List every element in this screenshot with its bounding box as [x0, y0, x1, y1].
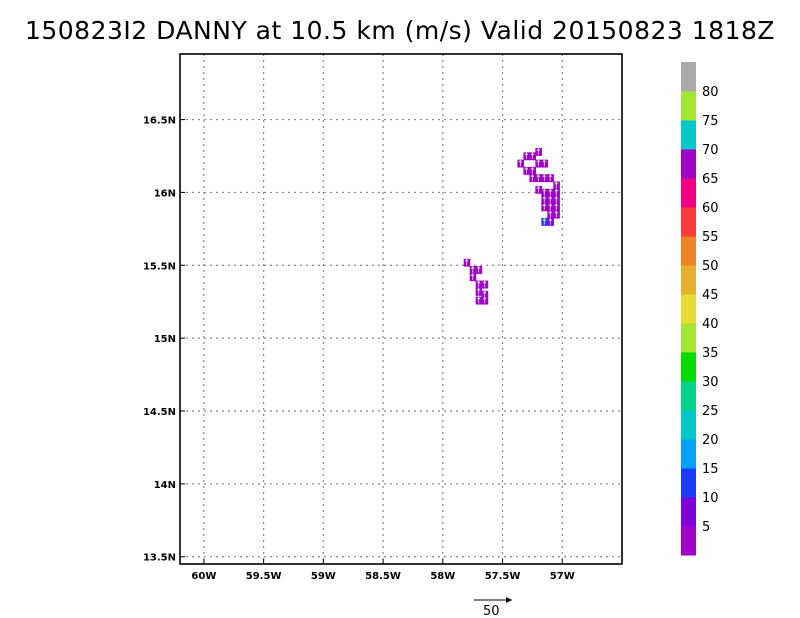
y-tick-label: 16N: [154, 188, 176, 199]
reference-vector-label: 50: [483, 604, 500, 618]
wind-arrow-head: [554, 203, 559, 206]
wind-arrow-head: [476, 287, 481, 291]
y-tick-label: 15N: [154, 334, 176, 345]
colorbar-swatch: [681, 439, 696, 469]
colorbar-swatch: [681, 323, 696, 353]
y-tick-label: 16.5N: [143, 116, 176, 127]
wind-arrow-head: [536, 159, 541, 163]
colorbar-swatch: [681, 207, 696, 237]
colorbar-label: 65: [702, 172, 719, 187]
colorbar-label: 45: [702, 288, 719, 303]
wind-arrow-head: [542, 159, 547, 163]
colorbar-label: 15: [702, 462, 719, 477]
wind-arrow-head: [482, 280, 487, 284]
wind-arrow-head: [524, 152, 529, 155]
x-tick-label: 58W: [430, 571, 455, 582]
wind-arrow-head: [464, 258, 469, 262]
wind-arrow-head: [482, 290, 487, 294]
x-tick-label: 57.5W: [485, 571, 521, 582]
wind-arrow-head: [542, 173, 547, 177]
wind-arrow-head: [482, 296, 487, 300]
wind-vectors: [464, 147, 559, 304]
wind-arrow-head: [554, 181, 559, 185]
colorbar-label: 5: [702, 520, 710, 535]
colorbar-label: 55: [702, 230, 719, 245]
colorbar-swatch: [681, 91, 696, 121]
x-tick-label: 59W: [311, 571, 336, 582]
colorbar-swatch: [681, 149, 696, 179]
axis-ticks: 60W 59.5W 59W 58.5W 58W 57.5W 57W 13.5N 14N 14.5N…: [143, 116, 575, 582]
wind-arrow-head: [518, 159, 523, 163]
colorbar-label: 30: [702, 375, 719, 390]
colorbar-swatch: [681, 120, 696, 150]
y-tick-label: 15.5N: [143, 261, 176, 272]
wind-arrow-head: [548, 173, 553, 177]
wind-arrow-head: [554, 195, 559, 199]
wind-arrow-head: [536, 147, 541, 151]
wind-arrow-head: [530, 166, 535, 170]
colorbar-label: 50: [702, 259, 719, 274]
colorbar-swatch: [681, 526, 696, 556]
wind-arrow-head: [548, 203, 553, 206]
wind-arrow-head: [530, 173, 535, 177]
colorbar-swatch: [681, 410, 696, 440]
wind-arrow-head: [476, 296, 481, 300]
colorbar-swatch: [681, 468, 696, 498]
colorbar-label: 70: [702, 143, 719, 158]
colorbar-label: 40: [702, 317, 719, 332]
wind-arrow-head: [476, 280, 481, 284]
wind-arrow-head: [548, 217, 553, 221]
x-tick-label: 57W: [550, 571, 575, 582]
y-tick-label: 14.5N: [143, 407, 176, 418]
wind-arrow-head: [542, 203, 547, 206]
colorbar-swatch: [681, 62, 696, 92]
wind-arrow-head: [542, 217, 547, 221]
colorbar-label: 75: [702, 114, 719, 129]
y-tick-label: 13.5N: [143, 553, 176, 564]
colorbar-swatch: [681, 178, 696, 208]
wind-arrow-head: [476, 265, 481, 269]
colorbar-swatch: [681, 265, 696, 295]
reference-vector: 50: [474, 597, 512, 618]
colorbar-label: 25: [702, 404, 719, 419]
wind-arrow-head: [470, 272, 475, 276]
colorbar-label: 60: [702, 201, 719, 216]
colorbar-swatch: [681, 497, 696, 527]
wind-arrow-head: [524, 166, 529, 170]
x-tick-label: 58.5W: [365, 571, 401, 582]
grid-layer: [180, 54, 622, 564]
x-tick-label: 59.5W: [246, 571, 282, 582]
colorbar-swatch: [681, 236, 696, 266]
wind-arrow-head: [530, 152, 535, 155]
wind-arrow-head: [548, 195, 553, 199]
y-tick-label: 14N: [154, 480, 176, 491]
wind-arrow-head: [536, 185, 541, 189]
wind-arrow-head: [554, 210, 559, 214]
chart-title: 150823I2 DANNY at 10.5 km (m/s) Valid 20…: [24, 16, 776, 45]
x-tick-label: 60W: [191, 571, 216, 582]
colorbar-label: 80: [702, 85, 719, 100]
wind-arrow-head: [470, 265, 475, 269]
wind-arrow-head: [548, 210, 553, 214]
plot-frame: [179, 53, 623, 565]
wind-arrow-head: [536, 173, 541, 177]
colorbar-swatch: [681, 352, 696, 382]
wind-arrow-head: [548, 188, 553, 192]
colorbar: 5 10 15 20 25 30 35 40 45 50 55 60 65 70 75 80: [681, 62, 719, 556]
wind-arrow-head: [542, 195, 547, 199]
wind-arrow-head: [554, 188, 559, 192]
reference-vector-head: [506, 597, 512, 603]
colorbar-label: 35: [702, 346, 719, 361]
colorbar-label: 10: [702, 491, 719, 506]
colorbar-swatch: [681, 294, 696, 324]
colorbar-label: 20: [702, 433, 719, 448]
wind-arrow-head: [542, 188, 547, 192]
colorbar-swatch: [681, 381, 696, 411]
